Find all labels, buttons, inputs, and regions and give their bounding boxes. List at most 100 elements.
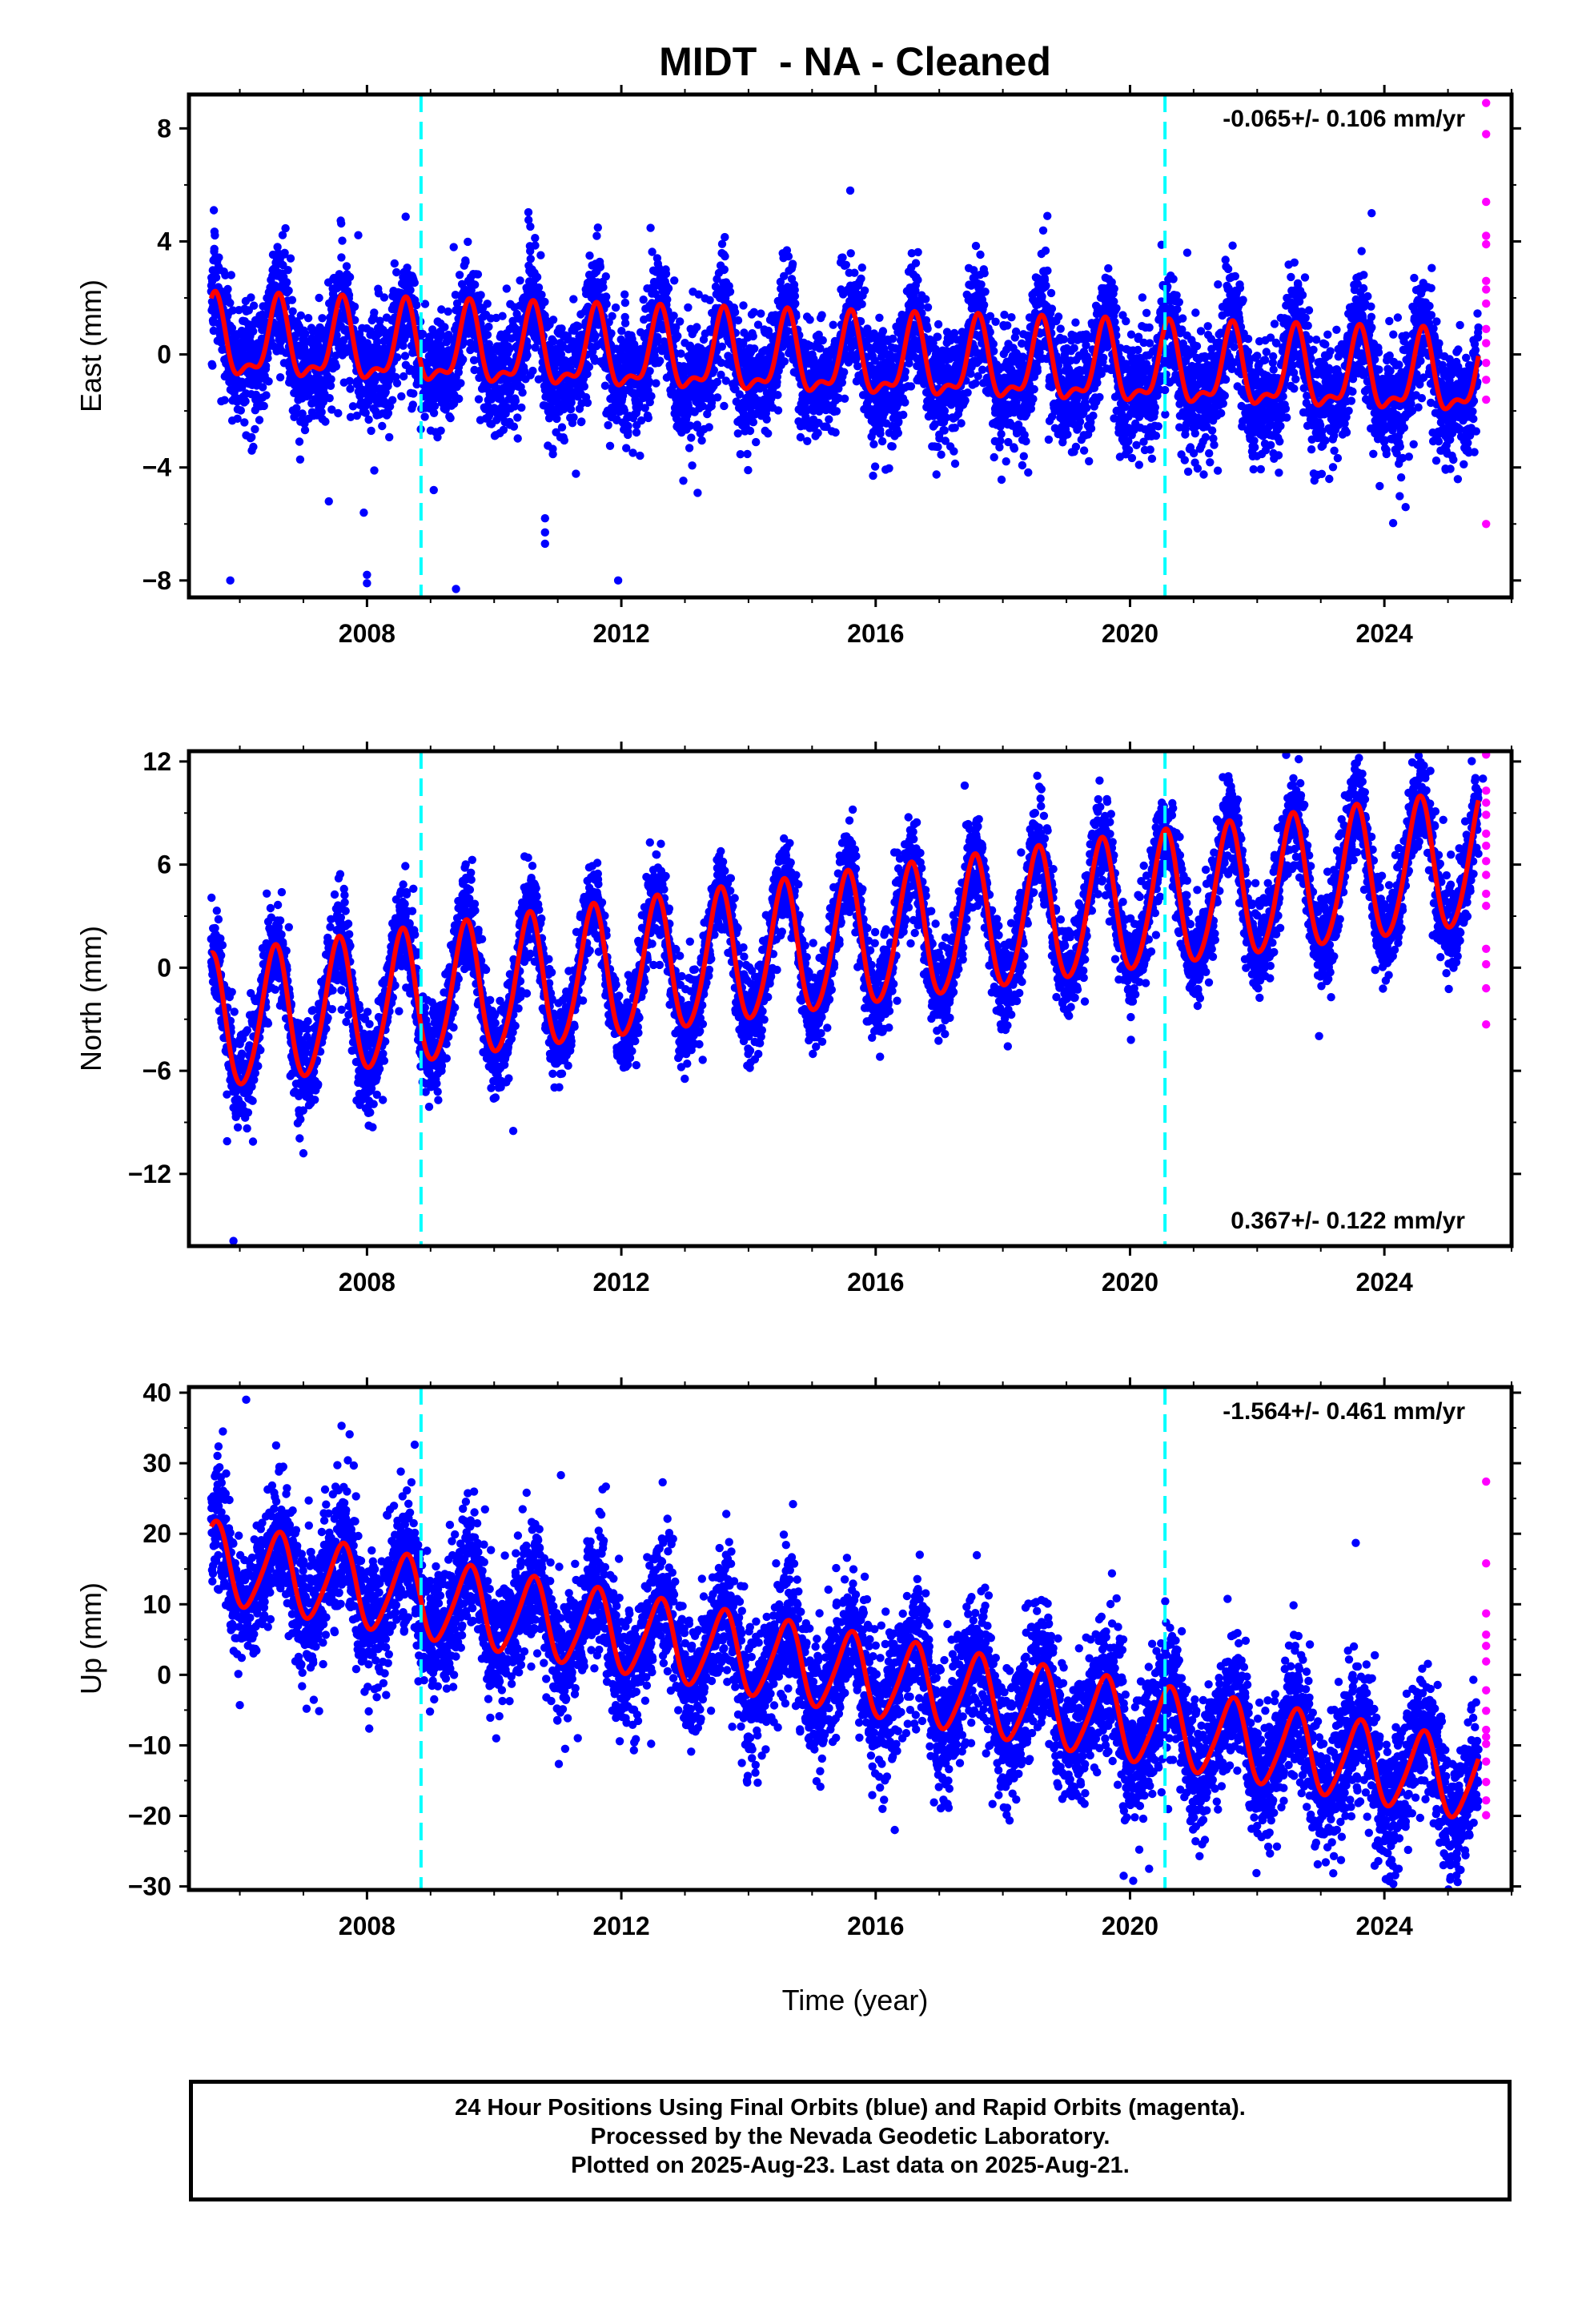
data-point bbox=[221, 271, 230, 279]
data-point bbox=[840, 368, 849, 376]
data-point bbox=[476, 291, 485, 300]
data-point bbox=[932, 470, 941, 479]
data-point bbox=[345, 376, 354, 385]
data-point bbox=[412, 300, 421, 310]
data-point bbox=[818, 336, 827, 345]
data-point bbox=[361, 408, 370, 417]
data-point bbox=[526, 222, 535, 231]
data-point bbox=[569, 295, 578, 304]
data-point bbox=[464, 237, 472, 247]
data-point bbox=[295, 437, 304, 446]
data-point bbox=[1071, 442, 1081, 452]
data-point bbox=[624, 421, 632, 431]
data-point bbox=[940, 426, 949, 435]
data-point bbox=[950, 459, 960, 468]
data-point bbox=[831, 428, 840, 437]
data-point bbox=[319, 397, 327, 407]
data-point bbox=[1019, 452, 1029, 460]
data-point bbox=[906, 382, 916, 391]
data-point bbox=[350, 302, 359, 312]
data-point bbox=[620, 312, 629, 322]
data-point bbox=[220, 396, 229, 404]
data-point bbox=[934, 442, 942, 452]
data-point bbox=[516, 276, 524, 285]
data-point bbox=[1063, 430, 1072, 439]
data-point bbox=[498, 312, 507, 320]
data-point bbox=[857, 263, 867, 272]
data-point bbox=[435, 333, 444, 343]
data-point bbox=[620, 298, 630, 308]
data-point bbox=[773, 406, 783, 415]
data-point bbox=[857, 300, 866, 308]
data-point bbox=[846, 249, 855, 258]
data-point bbox=[241, 396, 250, 406]
data-point bbox=[425, 332, 434, 341]
data-point bbox=[409, 389, 418, 398]
data-point bbox=[370, 308, 379, 317]
data-point bbox=[745, 426, 755, 436]
data-point bbox=[694, 290, 703, 299]
data-point bbox=[601, 272, 610, 281]
data-point bbox=[326, 381, 335, 390]
data-point bbox=[981, 287, 990, 296]
data-point bbox=[618, 391, 628, 400]
data-point bbox=[698, 402, 707, 411]
data-point bbox=[762, 415, 771, 424]
data-point bbox=[534, 283, 544, 292]
data-point bbox=[585, 251, 594, 260]
data-point bbox=[378, 421, 387, 431]
data-point bbox=[670, 276, 679, 285]
data-point bbox=[1046, 288, 1056, 298]
data-point bbox=[705, 296, 714, 304]
data-point bbox=[334, 408, 343, 418]
data-point bbox=[327, 375, 335, 384]
data-point bbox=[367, 426, 375, 436]
data-point bbox=[1000, 310, 1009, 320]
data-point bbox=[366, 327, 375, 336]
data-point bbox=[971, 241, 981, 251]
data-point bbox=[725, 287, 735, 296]
data-point bbox=[817, 311, 826, 320]
data-point bbox=[1047, 304, 1057, 313]
data-point bbox=[275, 373, 285, 382]
data-point bbox=[451, 291, 460, 300]
data-point bbox=[420, 412, 429, 421]
data-point bbox=[580, 382, 588, 391]
data-point bbox=[325, 394, 334, 403]
data-point bbox=[611, 303, 620, 312]
data-point bbox=[390, 259, 399, 268]
data-point bbox=[608, 312, 616, 320]
data-point bbox=[686, 421, 695, 430]
data-point bbox=[509, 422, 519, 431]
data-point bbox=[348, 402, 358, 411]
data-point bbox=[721, 232, 729, 242]
data-point bbox=[346, 412, 355, 421]
data-point bbox=[750, 344, 759, 353]
data-point bbox=[860, 286, 869, 295]
data-point bbox=[721, 251, 729, 261]
data-point bbox=[876, 429, 885, 438]
data-point bbox=[513, 434, 522, 443]
data-point bbox=[813, 428, 822, 437]
data-point bbox=[583, 369, 592, 379]
data-point bbox=[672, 323, 681, 332]
data-point bbox=[705, 423, 713, 432]
data-point bbox=[607, 329, 616, 338]
data-point bbox=[342, 262, 351, 271]
data-point bbox=[271, 281, 279, 290]
data-point bbox=[388, 396, 397, 404]
data-point bbox=[566, 404, 576, 414]
data-point bbox=[283, 278, 291, 287]
data-point bbox=[227, 271, 235, 279]
data-point bbox=[449, 243, 458, 251]
data-point bbox=[499, 425, 508, 434]
data-point bbox=[524, 215, 533, 224]
data-point bbox=[295, 455, 305, 464]
data-point bbox=[788, 259, 797, 268]
data-point bbox=[684, 303, 693, 312]
data-point bbox=[877, 436, 887, 446]
data-point bbox=[632, 428, 641, 437]
data-point bbox=[685, 444, 694, 452]
data-point bbox=[557, 324, 566, 333]
